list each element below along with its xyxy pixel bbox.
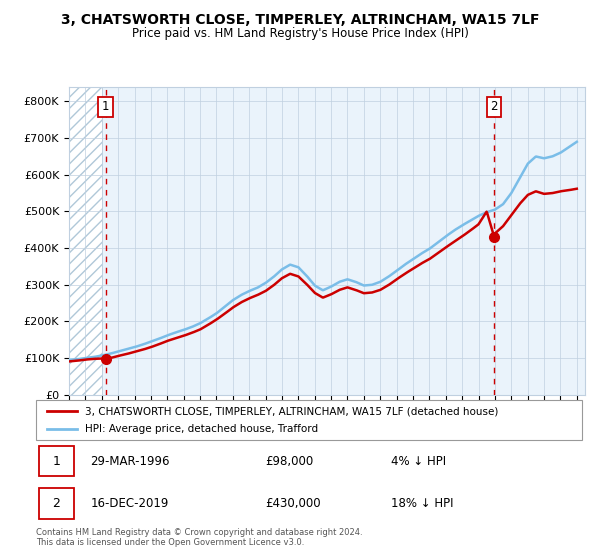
Bar [69, 87, 102, 395]
Text: HPI: Average price, detached house, Trafford: HPI: Average price, detached house, Traf… [85, 424, 318, 434]
Text: 29-MAR-1996: 29-MAR-1996 [91, 455, 170, 468]
Text: 1: 1 [53, 455, 61, 468]
FancyBboxPatch shape [39, 446, 74, 477]
FancyBboxPatch shape [36, 400, 582, 440]
Text: 2: 2 [53, 497, 61, 510]
Text: 1: 1 [102, 100, 109, 113]
Text: Contains HM Land Registry data © Crown copyright and database right 2024.
This d: Contains HM Land Registry data © Crown c… [36, 528, 362, 547]
Text: Price paid vs. HM Land Registry's House Price Index (HPI): Price paid vs. HM Land Registry's House … [131, 27, 469, 40]
Text: 3, CHATSWORTH CLOSE, TIMPERLEY, ALTRINCHAM, WA15 7LF: 3, CHATSWORTH CLOSE, TIMPERLEY, ALTRINCH… [61, 13, 539, 27]
Text: 4% ↓ HPI: 4% ↓ HPI [391, 455, 446, 468]
Text: £98,000: £98,000 [265, 455, 314, 468]
Text: 18% ↓ HPI: 18% ↓ HPI [391, 497, 454, 510]
Text: 2: 2 [490, 100, 498, 113]
Text: 3, CHATSWORTH CLOSE, TIMPERLEY, ALTRINCHAM, WA15 7LF (detached house): 3, CHATSWORTH CLOSE, TIMPERLEY, ALTRINCH… [85, 407, 499, 417]
FancyBboxPatch shape [39, 488, 74, 519]
Text: 16-DEC-2019: 16-DEC-2019 [91, 497, 169, 510]
Text: £430,000: £430,000 [265, 497, 321, 510]
